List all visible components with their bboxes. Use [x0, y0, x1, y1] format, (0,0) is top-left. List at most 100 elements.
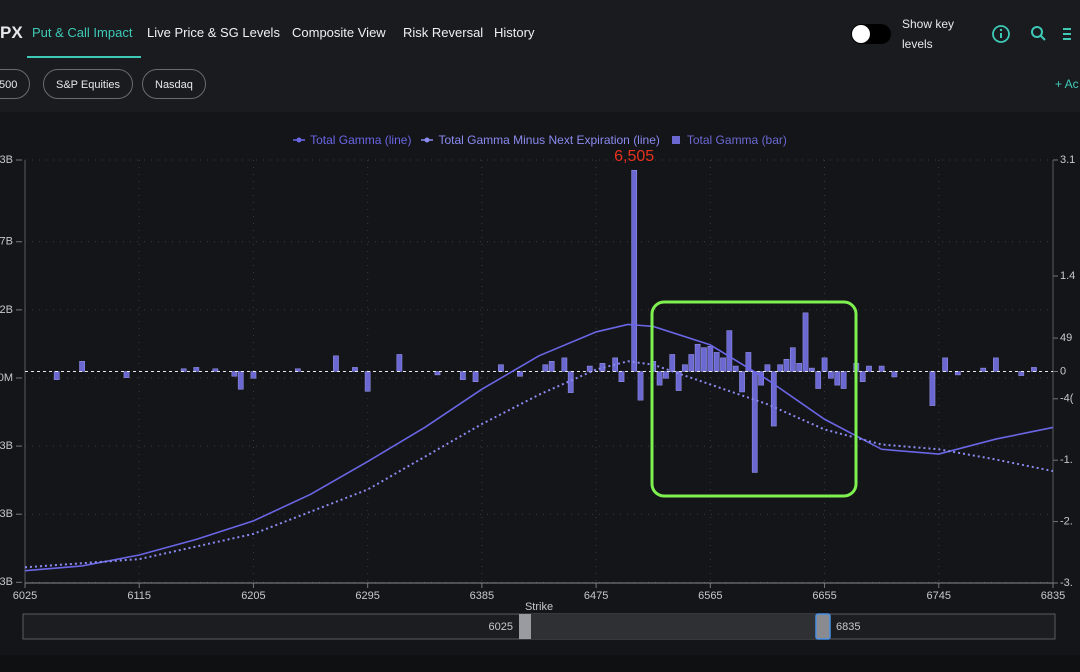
legend: Total Gamma (line) Total Gamma Minus Next… — [0, 133, 1080, 147]
tab[interactable]: History — [494, 25, 535, 40]
bar — [237, 371, 244, 390]
add-button[interactable]: + Ac — [1055, 77, 1079, 91]
x-tick-label: 6115 — [127, 590, 151, 602]
bar — [656, 371, 663, 386]
bar — [434, 371, 441, 376]
bar — [669, 354, 676, 372]
y-tick-label: 3B — [0, 154, 13, 166]
bar — [796, 363, 803, 372]
bar — [809, 367, 815, 372]
bar — [688, 354, 695, 372]
range-selection — [525, 614, 823, 639]
bar — [866, 365, 872, 372]
bar — [726, 330, 733, 372]
y2-tick-label: -3. — [1060, 577, 1073, 589]
range-min-label: 6025 — [489, 621, 513, 633]
x-tick-label: 6655 — [812, 590, 836, 602]
bar — [364, 371, 371, 392]
line — [24, 360, 1054, 569]
x-tick-label: 6745 — [927, 590, 951, 602]
bar — [682, 364, 688, 372]
toggle-label: Show key levels — [902, 17, 955, 51]
tab[interactable]: Live Price & SG Levels — [147, 25, 280, 40]
y-tick-label: 3B — [0, 440, 13, 452]
bar — [739, 371, 745, 393]
bar — [123, 371, 130, 378]
bar — [663, 371, 669, 379]
filter-pill[interactable]: Nasdaq — [142, 69, 206, 99]
bar — [713, 352, 720, 372]
x-tick-label: 6205 — [241, 590, 265, 602]
legend-swatch — [293, 137, 306, 143]
bar — [1018, 371, 1025, 376]
legend-item[interactable]: Total Gamma Minus Next Expiration (line) — [421, 133, 660, 147]
bar — [942, 357, 948, 372]
bar — [618, 371, 625, 382]
y2-tick-label: 49 — [1060, 332, 1072, 344]
footer-strip — [0, 655, 1080, 672]
tab[interactable]: Put & Call Impact — [32, 25, 133, 40]
bar — [732, 365, 739, 372]
legend-item[interactable]: Total Gamma (line) — [293, 133, 411, 147]
bar — [929, 371, 936, 406]
legend-item[interactable]: Total Gamma (bar) — [670, 133, 787, 147]
bar — [840, 371, 847, 389]
bar — [333, 355, 339, 372]
tab[interactable]: Risk Reversal — [403, 25, 484, 40]
legend-label: Total Gamma (bar) — [686, 133, 787, 147]
chart: 3B 7B 2B 0M 3B 3B 3B 3.1 1.4 49 0 -4(-1. -2. -3. 6025 6… — [0, 148, 1075, 640]
highlight-box — [650, 300, 858, 498]
bar — [193, 367, 200, 372]
bar — [707, 346, 714, 372]
x-axis-label: Strike — [525, 601, 553, 613]
bar — [694, 343, 701, 372]
tab[interactable]: Composite View — [292, 25, 386, 40]
toggle[interactable] — [851, 24, 891, 44]
bar — [548, 361, 555, 372]
x-tick-label: 6835 — [1041, 590, 1065, 602]
tab-underline — [27, 56, 141, 58]
bar — [586, 365, 593, 372]
bar — [720, 357, 726, 372]
bar — [789, 347, 796, 372]
x-tick-label: 6295 — [355, 590, 379, 602]
bar — [980, 367, 987, 372]
range-handle[interactable] — [815, 613, 831, 640]
y2-tick-label: -1. — [1060, 454, 1073, 466]
line — [24, 323, 1054, 572]
bar — [542, 364, 549, 372]
y2-tick-label: -2. — [1060, 516, 1073, 528]
bar — [802, 312, 809, 372]
header: PX Put & Call Impact Live Price & SG Lev… — [0, 0, 1080, 112]
bar — [637, 371, 644, 401]
y2-tick-label: -4( — [1060, 393, 1074, 405]
bar — [954, 371, 961, 376]
bar — [770, 371, 777, 427]
x-tick-label: 6565 — [698, 590, 722, 602]
bar — [751, 371, 758, 473]
y-tick-label: 2B — [0, 304, 13, 316]
bar — [821, 357, 828, 372]
bar — [231, 371, 238, 377]
y-tick-label: 7B — [0, 236, 13, 248]
bar — [460, 371, 466, 380]
x-tick-label: 6385 — [470, 590, 494, 602]
y2-tick-label: 3.1 — [1060, 154, 1075, 166]
legend-swatch — [421, 137, 434, 143]
filter-pill[interactable]: S&P Equities — [43, 69, 134, 99]
filter-pill[interactable]: 500 — [0, 69, 31, 99]
range-handle[interactable] — [519, 614, 531, 639]
bar — [352, 367, 358, 372]
bar — [517, 371, 523, 377]
bar — [815, 371, 822, 389]
x-tick-label: 6025 — [13, 590, 37, 602]
bar — [79, 361, 85, 372]
toolbar-icons[interactable] — [991, 24, 1071, 44]
y2-tick-label: 1.4 — [1060, 270, 1075, 282]
bar — [561, 357, 568, 372]
annotation: 6,505 — [614, 148, 654, 165]
bar — [212, 368, 219, 372]
bar — [53, 371, 60, 380]
bar — [834, 371, 841, 386]
